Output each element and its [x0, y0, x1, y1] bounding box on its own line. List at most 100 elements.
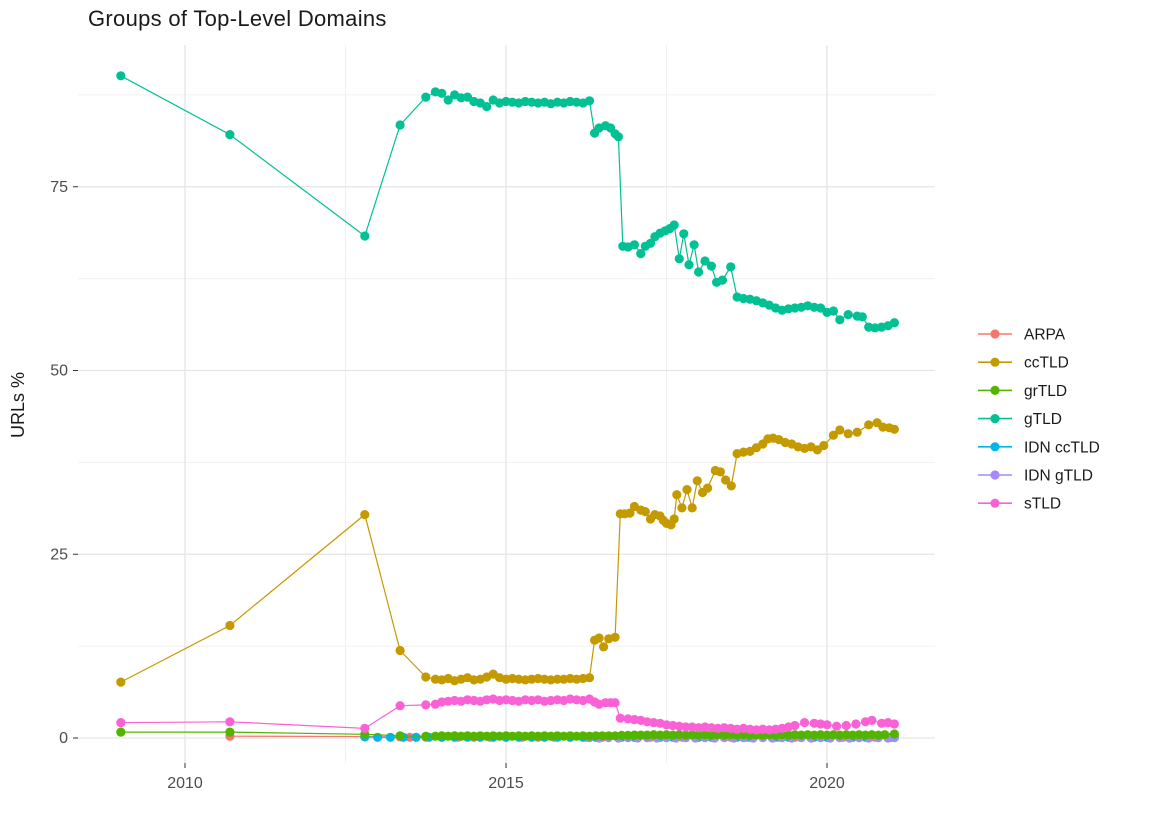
data-point: [835, 315, 845, 325]
data-point: [852, 427, 862, 437]
data-point: [421, 92, 431, 102]
data-point: [610, 632, 620, 642]
chart-title: Groups of Top-Level Domains: [88, 6, 387, 31]
data-point: [889, 318, 900, 328]
legend-item-label: ccTLD: [1024, 355, 1069, 372]
series-gtld: [116, 71, 900, 333]
data-point: [674, 730, 684, 740]
data-point: [546, 731, 556, 741]
data-point: [819, 440, 829, 451]
x-tick-label: 2020: [809, 775, 845, 792]
data-point: [822, 720, 832, 730]
series-line: [120, 422, 895, 683]
data-point: [867, 715, 877, 726]
legend-item-label: grTLD: [1024, 383, 1067, 400]
data-point: [803, 730, 813, 740]
series-line: [120, 75, 895, 329]
data-point: [812, 445, 823, 455]
data-point: [889, 719, 900, 729]
data-point: [645, 238, 656, 248]
data-point: [669, 514, 679, 524]
data-point: [360, 723, 370, 734]
data-point: [578, 731, 588, 741]
y-tick-label: 25: [50, 546, 68, 563]
legend-key-point: [990, 357, 1000, 367]
data-point: [116, 718, 126, 728]
data-point: [640, 507, 650, 517]
data-point: [721, 475, 731, 485]
data-point: [706, 261, 717, 271]
data-point: [684, 260, 694, 270]
y-tick-label: 50: [50, 363, 68, 380]
data-point: [421, 672, 431, 682]
legend-item-idn-cctld: IDN ccTLD: [978, 439, 1100, 456]
data-point: [828, 306, 839, 316]
data-point: [843, 429, 853, 439]
data-point: [832, 721, 842, 731]
data-point: [584, 673, 595, 683]
data-point: [703, 483, 713, 493]
data-point: [669, 220, 679, 230]
data-point: [615, 713, 625, 723]
data-point: [385, 732, 395, 742]
legend-key-point: [990, 470, 1000, 480]
data-point: [613, 132, 624, 142]
data-point: [421, 700, 431, 710]
y-axis-title: URLs %: [8, 372, 28, 439]
data-point: [867, 730, 877, 740]
legend-item-stld: sTLD: [978, 496, 1061, 513]
data-point: [835, 425, 845, 435]
data-point: [835, 730, 845, 740]
legend-item-label: IDN gTLD: [1024, 468, 1093, 485]
data-point: [857, 312, 867, 322]
data-point: [116, 677, 126, 687]
data-point: [629, 730, 640, 740]
data-point: [636, 730, 646, 740]
x-tick-label: 2015: [488, 775, 524, 792]
data-point: [841, 720, 851, 731]
data-point: [360, 231, 370, 241]
data-point: [421, 731, 431, 741]
series-stld: [116, 694, 900, 735]
legend-item-label: gTLD: [1024, 411, 1062, 428]
legend-key-point: [990, 442, 1000, 452]
data-point: [360, 509, 370, 520]
data-point: [552, 674, 563, 684]
legend-key-point: [990, 385, 1000, 395]
data-point: [799, 718, 810, 728]
data-point: [672, 490, 682, 500]
data-point: [726, 481, 736, 491]
data-point: [706, 730, 717, 740]
data-point: [225, 620, 235, 631]
legend-item-cctld: ccTLD: [978, 355, 1069, 372]
data-point: [225, 717, 235, 727]
data-point: [395, 120, 405, 130]
data-point: [610, 698, 620, 708]
data-point: [700, 256, 710, 266]
legend-key-point: [990, 329, 1000, 339]
data-point: [864, 420, 874, 430]
data-point: [889, 424, 900, 434]
legend: ARPA ccTLD grTLD gTLD IDN ccTLD IDN gTLD sTLD: [978, 327, 1100, 513]
series-grtld: [116, 727, 900, 741]
data-point: [629, 240, 640, 250]
data-point: [411, 732, 421, 742]
data-point: [482, 731, 492, 741]
data-point: [437, 88, 447, 98]
legend-item-gtld: gTLD: [978, 411, 1062, 428]
data-point: [726, 262, 736, 272]
legend-key-point: [990, 414, 1000, 424]
legend-key-point: [990, 498, 1000, 508]
data-point: [599, 642, 609, 652]
data-point: [116, 727, 126, 737]
data-point: [584, 96, 595, 106]
y-tick-label: 0: [59, 730, 68, 747]
data-point: [116, 71, 126, 81]
data-point: [604, 731, 614, 741]
data-point: [462, 92, 473, 102]
legend-item-label: ARPA: [1024, 327, 1066, 344]
data-point: [843, 310, 853, 320]
data-point: [597, 731, 607, 741]
legend-item-grtld: grTLD: [978, 383, 1067, 400]
